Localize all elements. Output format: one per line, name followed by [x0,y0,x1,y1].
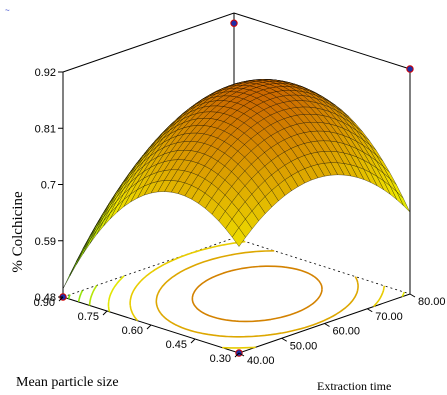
contour-line [107,275,405,312]
surface-cell [76,240,91,265]
corner-mark: ~ [5,6,10,15]
contour-line [88,284,98,306]
z-axis-label: % Colchicine [10,191,26,273]
z-tick-label: 0.59 [35,236,56,248]
surface-cell [231,227,246,247]
floor-contours [67,240,405,349]
x-axis-ticks: 0.30 0.45 0.60 0.75 0.90 [34,296,240,365]
y-tick-label: 40.00 [247,355,275,367]
x-tick-label: 0.45 [166,339,187,351]
x-tick-label: 0.60 [122,325,143,337]
y-tick-mark [366,308,373,313]
z-tick-label: 0.48 [35,292,56,304]
z-tick-label: 0.7 [41,180,56,192]
z-tick-label: 0.92 [35,67,56,79]
design-point [230,19,238,27]
contour-line [77,289,84,303]
contour-line [129,240,385,349]
y-tick-mark [324,323,330,327]
y-tick-mark [281,337,288,342]
z-tick-label: 0.81 [35,123,56,135]
y-tick-label: 80.00 [418,296,446,308]
y-tick-label: 70.00 [375,311,403,323]
surface-cell [396,191,411,213]
contour-line [155,250,359,338]
y-axis-label: Extraction time [317,379,391,393]
x-tick-mark [190,338,196,344]
x-axis-label: Mean particle size [16,375,119,390]
contour-line [67,294,71,299]
y-tick-label: 50.00 [290,340,318,352]
y-tick-label: 60.00 [333,326,361,338]
top-back-edge [62,12,411,73]
response-surface [62,79,411,289]
x-tick-label: 0.90 [34,297,55,309]
x-tick-mark [102,310,108,316]
x-tick-label: 0.30 [210,353,231,365]
y-tick-mark [238,352,245,357]
x-tick-label: 0.75 [78,311,99,323]
floor-front-edge [62,293,411,354]
design-point [406,65,414,73]
x-tick-mark [58,296,64,302]
x-tick-mark [146,324,152,330]
z-axis-ticks: 0.48 0.59 0.7 0.81 0.92 [35,67,63,304]
x-tick-mark [234,352,240,358]
contour-line [191,265,323,323]
surface-cell [83,230,97,254]
y-axis-ticks: 40.00 50.00 60.00 70.00 80.00 [238,293,446,367]
y-tick-mark [409,293,416,298]
